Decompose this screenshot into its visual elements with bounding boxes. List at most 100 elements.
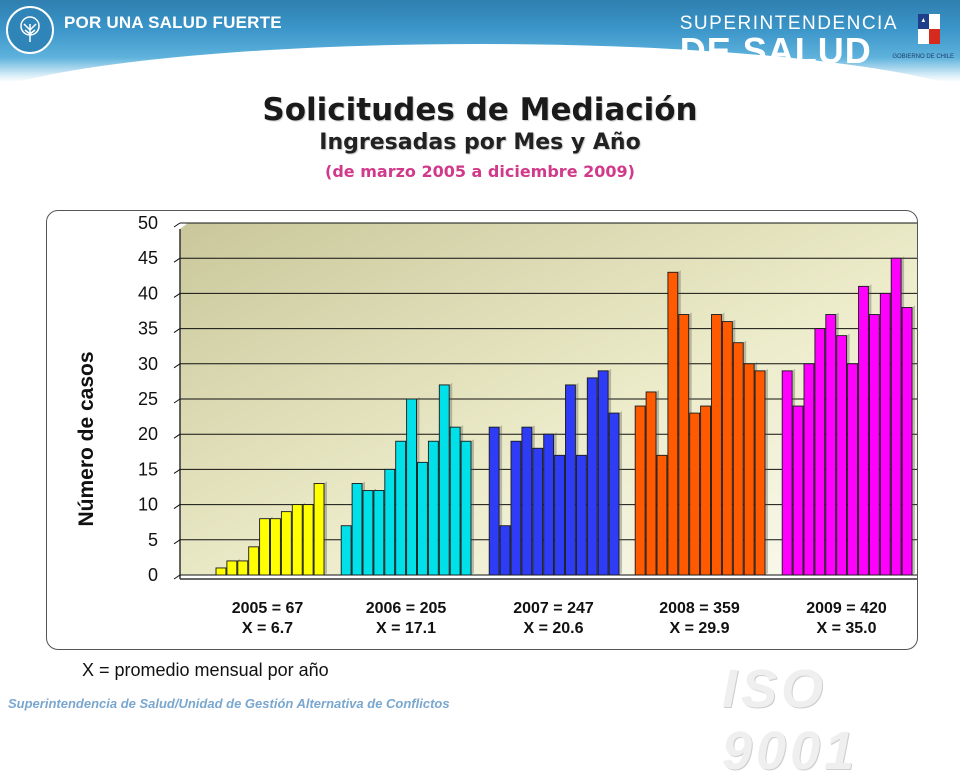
bar bbox=[825, 314, 837, 576]
y-tick-label: 35 bbox=[138, 319, 158, 339]
bar bbox=[259, 518, 270, 576]
year-average-label: X = 20.6 bbox=[523, 620, 583, 637]
y-tick-label: 40 bbox=[138, 283, 158, 303]
iso-watermark: ISO 9001 bbox=[722, 659, 859, 781]
gridline-diag bbox=[173, 574, 181, 580]
gridline-diag bbox=[173, 292, 181, 298]
bar-shadow bbox=[912, 305, 915, 575]
bar bbox=[543, 433, 555, 576]
brand-bottom: DE SALUD bbox=[679, 30, 872, 71]
bar bbox=[656, 454, 668, 576]
bar bbox=[836, 335, 848, 576]
bar bbox=[406, 398, 417, 576]
gridline-diag bbox=[173, 539, 181, 545]
bar bbox=[754, 370, 766, 576]
bar bbox=[575, 454, 587, 576]
bar-shadow bbox=[619, 411, 622, 575]
year-average-label: X = 6.7 bbox=[242, 620, 293, 637]
year-total-label: 2009 = 420 bbox=[806, 600, 887, 617]
y-tick-label: 15 bbox=[138, 459, 158, 479]
bar bbox=[313, 483, 325, 576]
bar bbox=[803, 363, 815, 576]
bar bbox=[597, 370, 609, 576]
gridline-diag bbox=[173, 222, 181, 228]
bar bbox=[586, 377, 598, 576]
bar-group bbox=[781, 256, 915, 576]
bar bbox=[645, 391, 657, 576]
bar bbox=[215, 567, 227, 576]
date-range: (de marzo 2005 a diciembre 2009) bbox=[325, 162, 635, 181]
bar bbox=[351, 483, 363, 576]
bar bbox=[868, 314, 880, 576]
year-average-label: X = 29.9 bbox=[669, 620, 729, 637]
slogan: POR UNA SALUD FUERTE bbox=[64, 13, 282, 32]
tree-logo-icon bbox=[6, 6, 54, 54]
year-total-label: 2005 = 67 bbox=[232, 600, 304, 617]
bar bbox=[449, 426, 461, 576]
bar bbox=[417, 461, 428, 576]
y-tick-label: 25 bbox=[138, 389, 158, 409]
gridline-diag bbox=[173, 398, 181, 404]
bar bbox=[890, 257, 902, 576]
bar-shadow bbox=[324, 481, 327, 575]
bar-shadow bbox=[765, 368, 768, 575]
bar bbox=[743, 363, 755, 576]
bar bbox=[879, 292, 891, 576]
y-tick-label: 20 bbox=[138, 424, 158, 444]
bar-shadow bbox=[471, 439, 474, 575]
bar bbox=[678, 314, 690, 576]
gridline-diag bbox=[173, 468, 181, 474]
page-title: Solicitudes de Mediación bbox=[262, 92, 698, 128]
bar bbox=[732, 342, 744, 576]
bar bbox=[554, 454, 565, 576]
bar bbox=[384, 468, 396, 576]
government-shield-icon bbox=[918, 14, 940, 44]
bar bbox=[280, 511, 292, 576]
bar-group bbox=[488, 368, 622, 576]
gridline-diag bbox=[173, 504, 181, 510]
gridline-diag bbox=[173, 363, 181, 369]
y-tick-label: 50 bbox=[138, 213, 158, 233]
bar bbox=[521, 426, 533, 576]
bar bbox=[302, 504, 314, 576]
brand-logo: SUPERINTENDENCIA DE SALUD bbox=[679, 13, 898, 71]
year-average-label: X = 17.1 bbox=[376, 620, 436, 637]
bar bbox=[565, 384, 576, 576]
bar bbox=[792, 405, 804, 576]
gridline-diag bbox=[173, 257, 181, 263]
bar bbox=[781, 370, 793, 576]
bar bbox=[488, 426, 500, 576]
bar bbox=[711, 314, 722, 576]
bar bbox=[395, 440, 407, 576]
bar-chart: 0 5 10 15 20 25 30 35 40 45 50 Número de casos 2005… bbox=[75, 213, 917, 637]
year-total-label: 2007 = 247 bbox=[513, 600, 594, 617]
bar bbox=[689, 412, 701, 576]
y-axis-label: Número de casos bbox=[75, 351, 98, 526]
footer-credit: Superintendencia de Salud/Unidad de Gest… bbox=[8, 696, 450, 711]
bar bbox=[427, 440, 439, 576]
bar bbox=[858, 285, 869, 576]
bar bbox=[532, 447, 544, 576]
bar-group bbox=[634, 270, 768, 576]
y-tick-label: 10 bbox=[138, 495, 158, 515]
gridline-diag bbox=[173, 328, 181, 334]
bar bbox=[226, 560, 238, 576]
bar bbox=[270, 518, 281, 576]
year-total-label: 2008 = 359 bbox=[659, 600, 740, 617]
bar bbox=[291, 504, 303, 576]
brand-top: SUPERINTENDENCIA bbox=[679, 13, 898, 34]
bar bbox=[814, 328, 826, 576]
bar bbox=[847, 363, 858, 576]
y-tick-label: 5 bbox=[148, 530, 158, 550]
bar bbox=[721, 321, 733, 576]
y-tick-label: 0 bbox=[148, 565, 158, 585]
bar bbox=[608, 412, 620, 576]
year-total-label: 2006 = 205 bbox=[366, 600, 447, 617]
gov-label: GOBIERNO DE CHILE bbox=[892, 54, 954, 60]
bar bbox=[510, 440, 522, 576]
bar-group bbox=[215, 481, 327, 576]
gridline-diag bbox=[173, 433, 181, 439]
bar bbox=[499, 525, 511, 576]
bar bbox=[634, 405, 646, 576]
year-average-label: X = 35.0 bbox=[816, 620, 876, 637]
